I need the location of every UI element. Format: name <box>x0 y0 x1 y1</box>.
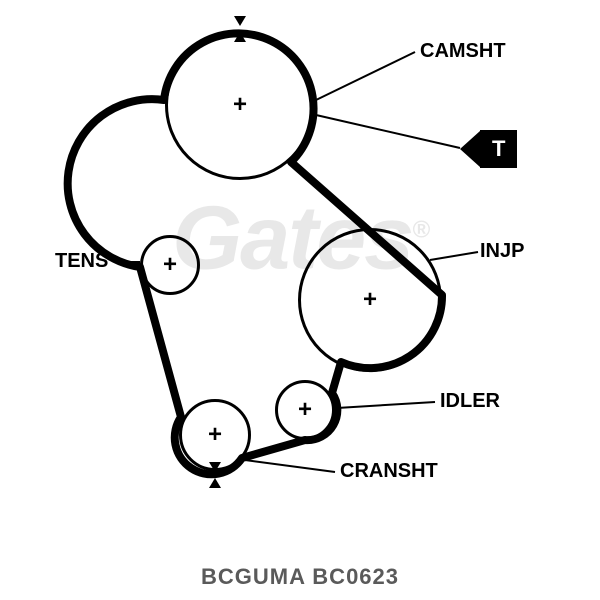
crankshaft-leader <box>0 0 600 530</box>
belt-diagram: Gates + CAMSHT T + TENS + INJP + IDLER <box>0 0 600 530</box>
footer: BCGUMA BC0623 <box>0 564 600 590</box>
footer-part-number: BC0623 <box>312 564 399 589</box>
footer-brand: BCGUMA <box>201 564 305 589</box>
